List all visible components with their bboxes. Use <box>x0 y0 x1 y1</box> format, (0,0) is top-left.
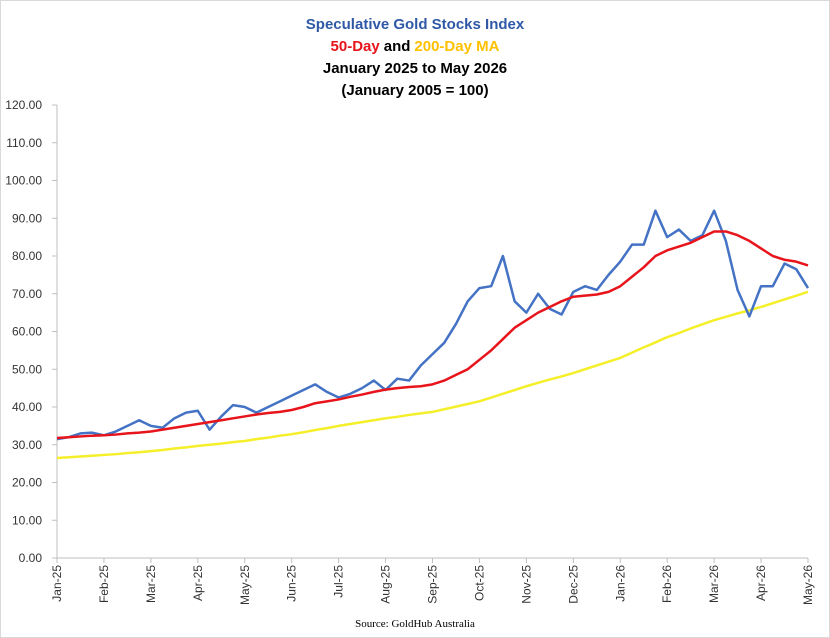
x-tick-label: Aug-25 <box>379 565 393 604</box>
y-tick-label: 80.00 <box>12 249 42 263</box>
x-tick-label: Feb-26 <box>660 565 674 603</box>
x-tick-label: Mar-26 <box>707 565 721 603</box>
series-line <box>56 209 810 441</box>
y-tick-label: 0.00 <box>19 551 43 565</box>
y-tick-label: 120.00 <box>5 98 42 112</box>
x-tick-label: Apr-26 <box>754 565 768 601</box>
x-tick-label: Jul-25 <box>332 565 346 598</box>
series-line <box>56 290 809 460</box>
y-tick-label: 10.00 <box>12 513 42 527</box>
subtitle-part: 50-Day <box>331 38 381 55</box>
x-tick-label: Apr-25 <box>191 565 205 601</box>
x-tick-label: Jan-26 <box>613 565 627 602</box>
y-tick-label: 40.00 <box>12 400 42 414</box>
x-tick-label: Oct-25 <box>472 565 486 601</box>
x-tick-label: Mar-25 <box>144 565 158 603</box>
x-tick-label: Jun-25 <box>285 565 299 602</box>
y-tick-label: 90.00 <box>12 211 42 225</box>
series-line <box>56 230 809 440</box>
y-tick-label: 20.00 <box>12 476 42 490</box>
chart-subtitle: 50-Day and 200-Day MA <box>331 38 500 55</box>
source-note: Source: GoldHub Australia <box>355 618 475 630</box>
x-tick-label: Nov-25 <box>519 565 533 604</box>
y-tick-label: 70.00 <box>12 287 42 301</box>
x-tick-label: May-25 <box>238 565 252 605</box>
x-tick-label: Feb-25 <box>97 565 111 603</box>
y-tick-label: 100.00 <box>5 174 42 188</box>
x-tick-label: Sep-25 <box>426 565 440 604</box>
x-tick-label: Jan-25 <box>50 565 64 602</box>
chart-subtitle: (January 2005 = 100) <box>341 82 488 99</box>
y-tick-label: 30.00 <box>12 438 42 452</box>
x-tick-label: May-26 <box>801 565 815 605</box>
y-tick-label: 110.00 <box>6 136 42 150</box>
x-tick-label: Dec-25 <box>566 565 580 604</box>
chart-title: Speculative Gold Stocks Index <box>306 16 525 33</box>
y-tick-label: 50.00 <box>12 362 42 376</box>
y-tick-label: 60.00 <box>12 325 42 339</box>
subtitle-part: 200-Day MA <box>414 38 499 55</box>
chart-subtitle: January 2025 to May 2026 <box>323 60 507 77</box>
subtitle-part: and <box>384 38 411 55</box>
